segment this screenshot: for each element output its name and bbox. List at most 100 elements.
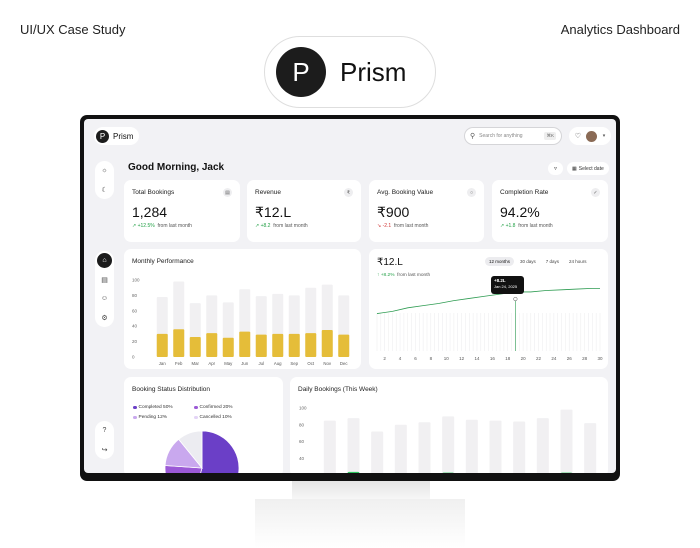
bar-background — [394, 424, 407, 473]
sun-icon[interactable]: ☼ — [101, 167, 108, 174]
tab-7-days[interactable]: 7 days — [545, 259, 560, 264]
x-tick-label: 28 — [582, 356, 588, 361]
search-input[interactable]: ⚲ Search for anything ⌘K — [464, 127, 562, 145]
revenue-line-chart: 2 4 6 8 10 12 14 16 18 20 22 24 26 28 30 — [376, 287, 603, 361]
kpi-delta-suffix: from last month — [518, 223, 553, 229]
bar-value — [272, 333, 284, 357]
x-tick-label: Aug — [274, 361, 282, 366]
kpi-card-avg-booking-value[interactable]: Avg. Booking Value ○ ₹900 ↘ -2.1 from la… — [369, 180, 484, 242]
bar-background — [560, 409, 573, 473]
x-tick-label: Dec — [340, 361, 348, 366]
select-date-button[interactable]: ▦ Select date — [567, 162, 609, 175]
x-tick-label: 16 — [490, 356, 496, 361]
monthly-performance-chart: 0 20 40 60 80 100 Jan Feb Mar Apr May Jun Jul Aug Sep O… — [132, 278, 350, 366]
kpi-delta: ↗ +12.5% from last month — [132, 223, 192, 229]
x-tick-label: 8 — [430, 356, 433, 361]
home-icon[interactable]: ⌂ — [97, 253, 112, 268]
y-tick-label: 60 — [132, 308, 138, 313]
search-placeholder: Search for anything — [479, 133, 523, 139]
bar-background — [513, 421, 526, 473]
x-tick-label: 6 — [414, 356, 417, 361]
help-icon[interactable]: ? — [102, 427, 107, 434]
app-topbar: P Prism ⚲ Search for anything ⌘K ♡ ▾ — [84, 119, 616, 151]
bar-value — [156, 333, 168, 357]
kpi-label: Avg. Booking Value — [377, 189, 434, 196]
trend-up-icon: ↗ — [500, 223, 505, 229]
y-tick-label: 40 — [132, 324, 138, 329]
kpi-delta: ↗ +1.8 from last month — [500, 223, 553, 229]
x-tick-label: 30 — [597, 356, 603, 361]
x-tick-label: 18 — [505, 356, 511, 361]
kpi-value: 1,284 — [132, 204, 168, 220]
bell-icon[interactable]: ♡ — [574, 133, 581, 140]
bottom-nav: ? ↪ — [95, 421, 114, 459]
card-title: Monthly Performance — [132, 258, 194, 265]
moon-icon[interactable]: ☾ — [101, 186, 108, 194]
bar-value — [206, 333, 218, 357]
kpi-delta-value: +1.8 — [505, 223, 516, 229]
calendar-icon: ▤ — [223, 188, 232, 197]
filter-icon[interactable]: ▿ — [548, 162, 563, 175]
x-tick-label: 4 — [399, 356, 402, 361]
y-tick-label: 40 — [299, 456, 305, 461]
kpi-delta-value: -2.1 — [382, 223, 392, 229]
app-name: Prism — [113, 131, 134, 141]
kpi-label: Revenue — [255, 189, 282, 196]
monitor-stand — [292, 481, 430, 499]
bar-value — [222, 337, 234, 357]
avatar[interactable] — [586, 130, 598, 142]
tab-12-months[interactable]: 12 months — [485, 257, 515, 266]
x-tick-label: 14 — [474, 356, 480, 361]
kpi-value: ₹900 — [377, 204, 410, 220]
header-right-title: Analytics Dashboard — [560, 22, 680, 37]
x-tick-label: 10 — [444, 356, 450, 361]
booking-status-card: Booking Status Distribution Completed 50… — [124, 377, 283, 473]
check-icon: ✓ — [591, 188, 600, 197]
daily-bookings-card: Daily Bookings (This Week) 40 60 80 100 — [290, 377, 608, 473]
users-icon[interactable]: ☺ — [100, 295, 109, 302]
range-tabs: 12 months 30 days 7 days 24 hours — [483, 257, 591, 266]
logout-icon[interactable]: ↪ — [101, 446, 108, 454]
x-tick-label: 24 — [551, 356, 557, 361]
clipboard-icon[interactable]: ▤ — [101, 276, 108, 284]
legend-confirmed: Confirmed 20% — [194, 405, 233, 410]
trend-up-icon: ↗ — [255, 223, 260, 229]
chart-tooltip: +8.2L Jan 24, 2025 — [491, 276, 524, 294]
kpi-delta-suffix: from last month — [394, 223, 429, 229]
bar-value — [305, 333, 317, 357]
x-tick-label: Oct — [307, 361, 314, 366]
revenue-delta: ↑ +8.2% from last month — [377, 273, 430, 278]
y-tick-label: 0 — [132, 355, 135, 360]
coin-icon: ○ — [467, 188, 476, 197]
settings-icon[interactable]: ⚙ — [101, 314, 108, 322]
x-tick-label: Sep — [290, 361, 298, 366]
y-tick-label: 100 — [299, 406, 307, 411]
tab-30-days[interactable]: 30 days — [520, 259, 536, 264]
user-menu[interactable]: ♡ ▾ — [569, 127, 611, 145]
date-button-label: Select date — [578, 165, 604, 172]
x-tick-label: Jun — [241, 361, 249, 366]
kpi-card-completion-rate[interactable]: Completion Rate ✓ 94.2% ↗ +1.8 from last… — [492, 180, 608, 242]
revenue-trend-card: ₹12.L ↑ +8.2% from last month 12 months … — [369, 249, 608, 369]
search-shortcut: ⌘K — [544, 132, 556, 140]
monthly-performance-card: Monthly Performance 0 20 40 60 80 100 Jan Feb Ma… — [124, 249, 361, 369]
bar-value — [288, 333, 300, 357]
app-brand[interactable]: P Prism — [94, 127, 140, 145]
chevron-down-icon[interactable]: ▾ — [602, 133, 606, 139]
x-tick-label: Mar — [192, 361, 200, 366]
monitor-frame: P Prism ⚲ Search for anything ⌘K ♡ ▾ ☼ ☾… — [80, 115, 620, 481]
kpi-card-total-bookings[interactable]: Total Bookings ▤ 1,284 ↗ +12.5% from las… — [124, 180, 240, 242]
kpi-card-revenue[interactable]: Revenue ₹ ₹12.L ↗ +8.2 from last month — [247, 180, 361, 242]
revenue-delta-suffix: from last month — [397, 273, 431, 278]
tab-24-hours[interactable]: 24 hours — [569, 259, 587, 264]
y-tick-label: 100 — [132, 278, 140, 283]
bar-value — [255, 334, 267, 357]
kpi-delta-suffix: from last month — [273, 223, 308, 229]
header-left-title: UI/UX Case Study — [20, 22, 126, 37]
search-icon: ⚲ — [470, 133, 476, 140]
bar-value — [189, 336, 201, 357]
daily-bookings-chart: 40 60 80 100 — [299, 406, 597, 473]
legend-completed: Completed 50% — [133, 405, 173, 410]
brand-name: Prism — [340, 56, 407, 87]
kpi-label: Completion Rate — [500, 189, 549, 196]
